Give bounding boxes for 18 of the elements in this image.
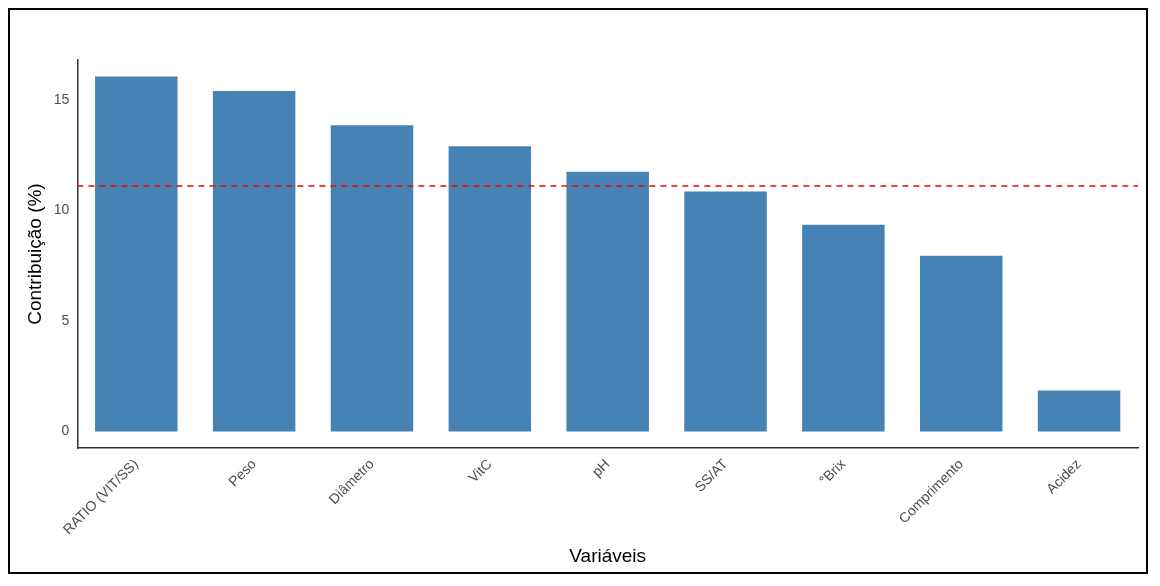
bar	[212, 90, 296, 432]
y-tick-label: 5	[61, 311, 70, 328]
x-tick-label: °Brix	[815, 455, 849, 488]
x-tick-label: VitC	[464, 455, 495, 486]
bar	[802, 224, 885, 432]
y-tick-label: 0	[61, 422, 70, 439]
bar	[448, 146, 532, 432]
bar	[919, 255, 1003, 432]
x-axis-title: Variáveis	[569, 544, 647, 566]
bar	[684, 191, 767, 432]
y-tick-label: 10	[53, 201, 70, 218]
bar	[1037, 390, 1121, 432]
bar	[566, 171, 649, 432]
x-tick-label: pH	[588, 455, 613, 480]
y-axis-title: Contribuição (%)	[23, 183, 45, 325]
bar	[95, 76, 178, 432]
y-tick-label: 15	[53, 90, 70, 107]
bar	[330, 125, 414, 432]
